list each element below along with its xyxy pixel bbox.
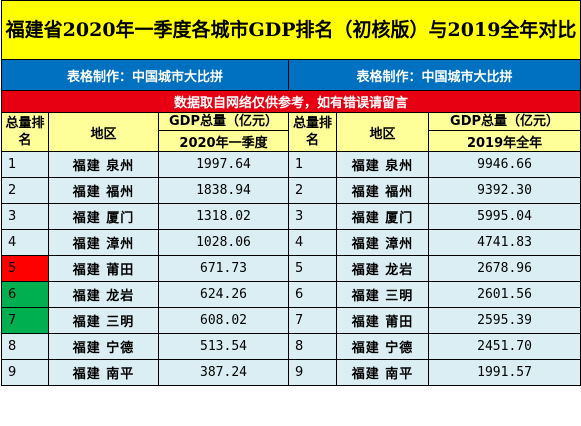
- city-cell: 福建 南平: [336, 359, 429, 386]
- table-row: 7 福建 三明 608.02 7 福建 莆田 2595.39: [1, 307, 581, 334]
- rank-cell: 4: [1, 229, 49, 256]
- city-cell: 福建 莆田: [48, 255, 159, 282]
- table-row: 4 福建 漳州 1028.06 4 福建 漳州 4741.83: [1, 229, 581, 256]
- rank-cell: 3: [288, 203, 337, 230]
- city-cell: 福建 宁德: [336, 333, 429, 360]
- city-cell: 福建 莆田: [336, 307, 429, 334]
- city-cell: 福建 漳州: [336, 229, 429, 256]
- header-region-left: 地区: [48, 112, 159, 152]
- city-cell: 福建 宁德: [48, 333, 159, 360]
- rank-cell: 8: [1, 333, 49, 360]
- gdp-cell: 4741.83: [427, 229, 581, 256]
- gdp-cell: 671.73: [158, 255, 289, 282]
- rank-cell: 7: [288, 307, 337, 334]
- table-row: 8 福建 宁德 513.54 8 福建 宁德 2451.70: [1, 333, 581, 360]
- table-row: 1 福建 泉州 1997.64 1 福建 泉州 9946.66: [1, 151, 581, 178]
- table-row: 6 福建 龙岩 624.26 6 福建 三明 2601.56: [1, 281, 581, 308]
- rank-cell: 9: [288, 359, 337, 386]
- table-row: 2 福建 福州 1838.94 2 福建 福州 9392.30: [1, 177, 581, 204]
- rank-cell: 8: [288, 333, 337, 360]
- header-region-right: 地区: [336, 112, 429, 152]
- gdp-cell: 1997.64: [158, 151, 289, 178]
- rank-cell: 2: [1, 177, 49, 204]
- maker-credit-right: 表格制作：中国城市大比拼: [287, 59, 581, 91]
- rank-cell: 7: [1, 307, 49, 334]
- city-cell: 福建 南平: [48, 359, 159, 386]
- gdp-cell: 2601.56: [427, 281, 581, 308]
- gdp-cell: 608.02: [158, 307, 289, 334]
- rank-cell: 5: [288, 255, 337, 282]
- gdp-cell: 5995.04: [427, 203, 581, 230]
- gdp-cell: 1838.94: [158, 177, 289, 204]
- gdp-cell: 9946.66: [427, 151, 581, 178]
- city-cell: 福建 漳州: [48, 229, 159, 256]
- city-cell: 福建 龙岩: [48, 281, 159, 308]
- city-cell: 福建 厦门: [48, 203, 159, 230]
- rank-cell: 1: [288, 151, 337, 178]
- gdp-cell: 624.26: [158, 281, 289, 308]
- gdp-ranking-table: 福建省2020年一季度各城市GDP排名（初核版）与2019全年对比 表格制作：中…: [0, 0, 581, 386]
- gdp-cell: 2595.39: [427, 307, 581, 334]
- gdp-cell: 2678.96: [427, 255, 581, 282]
- city-cell: 福建 三明: [48, 307, 159, 334]
- page-title: 福建省2020年一季度各城市GDP排名（初核版）与2019全年对比: [0, 0, 581, 60]
- gdp-cell: 1318.02: [158, 203, 289, 230]
- rank-cell: 6: [1, 281, 49, 308]
- city-cell: 福建 厦门: [336, 203, 429, 230]
- city-cell: 福建 福州: [48, 177, 159, 204]
- rank-cell: 4: [288, 229, 337, 256]
- header-gdp-left: GDP总量（亿元）: [158, 112, 289, 131]
- rank-cell: 5: [1, 255, 49, 282]
- city-cell: 福建 泉州: [48, 151, 159, 178]
- city-cell: 福建 福州: [336, 177, 429, 204]
- header-period-left: 2020年一季度: [158, 130, 289, 152]
- disclaimer-note: 数据取自网络仅供参考，如有错误请留言: [0, 90, 581, 113]
- rank-cell: 1: [1, 151, 49, 178]
- table-row: 9 福建 南平 387.24 9 福建 南平 1991.57: [1, 359, 581, 386]
- gdp-cell: 513.54: [158, 333, 289, 360]
- gdp-cell: 2451.70: [427, 333, 581, 360]
- gdp-cell: 9392.30: [427, 177, 581, 204]
- header-rank-right: 总量排名: [288, 112, 337, 152]
- gdp-cell: 1991.57: [427, 359, 581, 386]
- city-cell: 福建 龙岩: [336, 255, 429, 282]
- header-period-right: 2019年全年: [427, 130, 581, 152]
- header-gdp-right: GDP总量（亿元）: [427, 112, 581, 131]
- gdp-cell: 1028.06: [158, 229, 289, 256]
- city-cell: 福建 三明: [336, 281, 429, 308]
- maker-credit-left: 表格制作：中国城市大比拼: [1, 59, 289, 91]
- city-cell: 福建 泉州: [336, 151, 429, 178]
- rank-cell: 3: [1, 203, 49, 230]
- rank-cell: 2: [288, 177, 337, 204]
- table-row: 3 福建 厦门 1318.02 3 福建 厦门 5995.04: [1, 203, 581, 230]
- header-rank-left: 总量排名: [1, 112, 49, 152]
- rank-cell: 9: [1, 359, 49, 386]
- table-row: 5 福建 莆田 671.73 5 福建 龙岩 2678.96: [1, 255, 581, 282]
- gdp-cell: 387.24: [158, 359, 289, 386]
- rank-cell: 6: [288, 281, 337, 308]
